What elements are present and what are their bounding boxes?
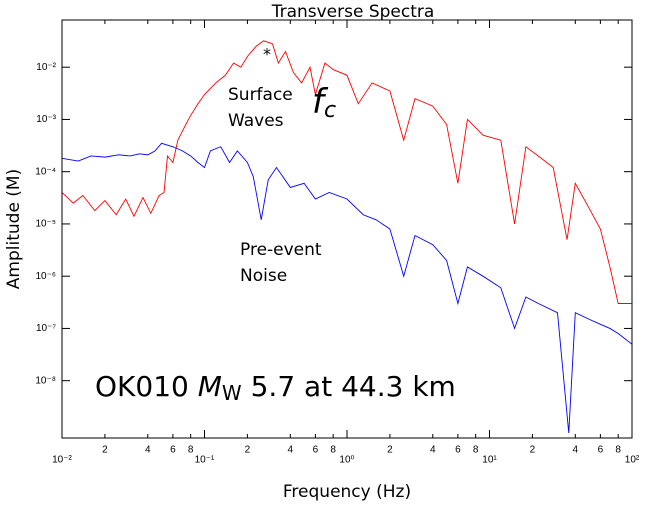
x-tick-label: 4 <box>288 445 294 456</box>
x-tick-label: 8 <box>188 445 194 456</box>
annotation-part: c <box>324 98 336 123</box>
annotation-part: M <box>198 370 222 403</box>
x-tick-label: 10² <box>625 455 640 466</box>
x-tick-label: 6 <box>455 445 461 456</box>
annotation: Waves <box>228 111 284 131</box>
annotation: OK010 MW 5.7 at 44.3 km <box>95 370 456 405</box>
y-tick-label: 10⁻⁸ <box>35 375 56 386</box>
y-tick-label: 10⁻⁴ <box>35 166 56 177</box>
spectrum-line <box>61 40 632 304</box>
x-tick-label: 10⁻¹ <box>195 455 215 466</box>
x-tick-label: 2 <box>245 445 251 456</box>
y-tick-label: 10⁻⁵ <box>35 219 56 230</box>
y-tick-label: 10⁻⁷ <box>36 323 56 334</box>
x-tick-label: 10⁰ <box>339 455 354 466</box>
x-tick-label: 2 <box>530 445 536 456</box>
x-tick-label: 6 <box>313 445 319 456</box>
annotation: Noise <box>240 266 287 286</box>
x-tick-label: 4 <box>145 445 151 456</box>
x-tick-label: 8 <box>615 445 621 456</box>
spectrum-line <box>61 142 633 433</box>
annotation-part: 5.7 at 44.3 km <box>242 370 456 403</box>
y-tick-label: 10⁻⁶ <box>35 271 56 282</box>
x-tick-label: 8 <box>473 445 479 456</box>
annotation: Pre-event <box>240 240 322 260</box>
x-tick-label: 8 <box>330 445 336 456</box>
annotation: fc <box>312 82 336 124</box>
chart-title: Transverse Spectra <box>271 2 435 22</box>
x-tick-label: 4 <box>430 445 436 456</box>
y-axis-label: Amplitude (M) <box>4 169 24 289</box>
x-tick-label: 4 <box>573 445 579 456</box>
x-tick-label: 10¹ <box>482 455 497 466</box>
annotation: Surface <box>228 85 293 105</box>
annotation-part: OK010 <box>95 370 198 403</box>
x-tick-label: 10⁻² <box>52 455 72 466</box>
x-tick-label: 6 <box>598 445 604 456</box>
y-tick-label: 10⁻³ <box>36 114 56 125</box>
x-tick-label: 2 <box>387 445 393 456</box>
y-tick-label: 10⁻² <box>36 62 56 73</box>
x-tick-label: 6 <box>170 445 176 456</box>
x-tick-label: 2 <box>102 445 108 456</box>
x-axis-label: Frequency (Hz) <box>283 482 411 502</box>
annotation: * <box>263 45 271 64</box>
annotation-part: W <box>222 381 242 405</box>
